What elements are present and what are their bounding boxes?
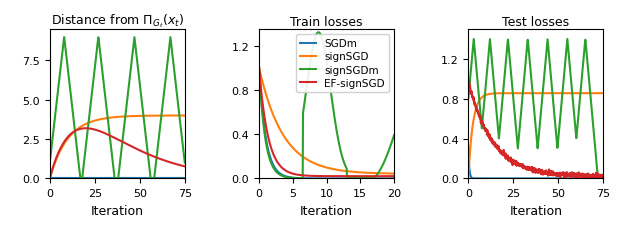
Title: Train losses: Train losses xyxy=(290,16,363,29)
X-axis label: Iteration: Iteration xyxy=(300,204,353,217)
X-axis label: Iteration: Iteration xyxy=(509,204,562,217)
X-axis label: Iteration: Iteration xyxy=(91,204,144,217)
Title: Distance from $\Pi_{G_t}(x_t)$: Distance from $\Pi_{G_t}(x_t)$ xyxy=(51,12,184,30)
Title: Test losses: Test losses xyxy=(503,16,569,29)
Legend: SGDm, signSGD, signSGDm, EF-signSGD: SGDm, signSGD, signSGDm, EF-signSGD xyxy=(296,35,389,93)
